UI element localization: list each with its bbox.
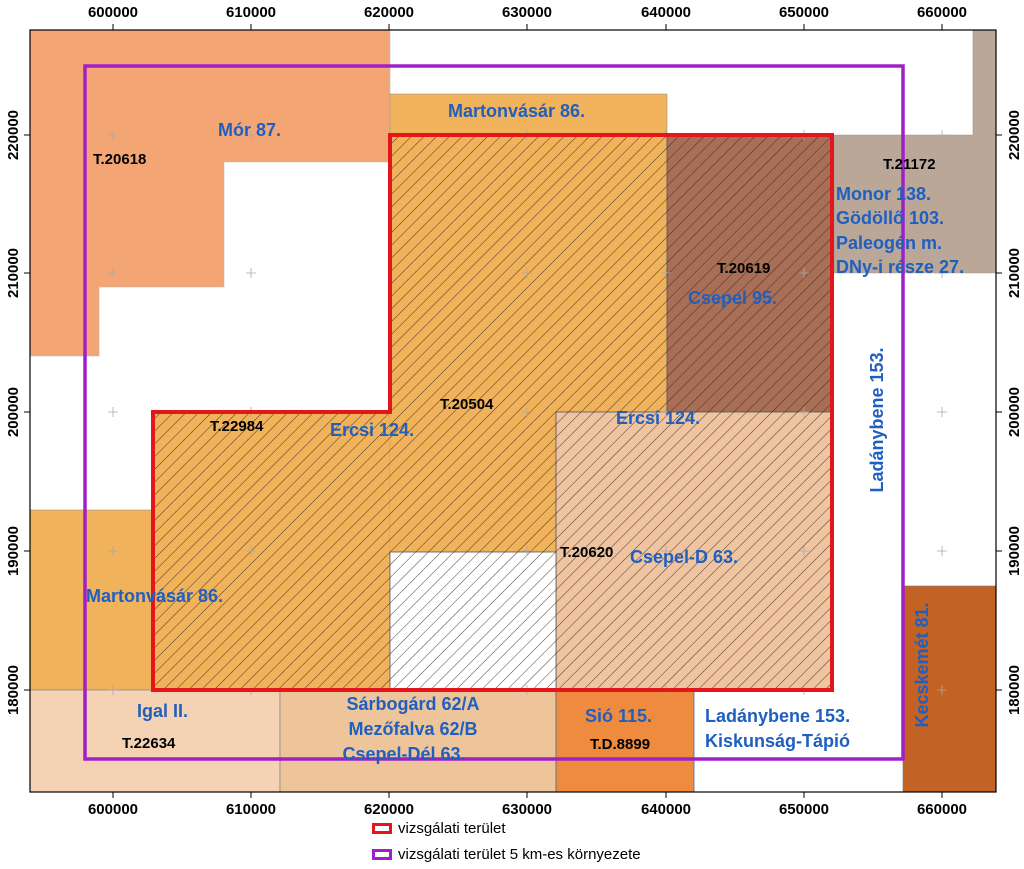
csepel-d-name: Csepel-D 63.	[630, 547, 738, 567]
sio-code: T.D.8899	[590, 736, 650, 753]
y-tick-label: 210000	[1006, 248, 1023, 298]
ercsi-west-name: Ercsi 124.	[330, 420, 414, 440]
ladanybene-bottom-line: Ladánybene 153.	[705, 706, 850, 726]
x-tick-label: 620000	[364, 801, 414, 818]
study-area-swatch	[372, 822, 392, 834]
martonvasar-bottom-block	[30, 509, 154, 691]
x-axis-bottom: 600000 610000 620000 630000 640000 65000…	[88, 801, 967, 818]
monor-name-line: Paleogén m.	[836, 233, 942, 253]
y-tick-label: 210000	[5, 248, 22, 298]
igal-block	[30, 689, 281, 792]
legend-buffer: vizsgálati terület 5 km-es környezete	[372, 844, 641, 864]
y-tick-label: 190000	[1006, 526, 1023, 576]
tick-marks	[24, 24, 1002, 798]
x-tick-label: 650000	[779, 801, 829, 818]
monor-code: T.21172	[883, 156, 936, 173]
x-tick-label: 630000	[502, 4, 552, 21]
legend-study-area: vizsgálati terület	[372, 818, 506, 838]
ercsi-west-code: T.22984	[210, 418, 264, 435]
x-tick-label: 630000	[502, 801, 552, 818]
ercsi-center-code: T.20504	[440, 396, 494, 413]
x-tick-label: 620000	[364, 4, 414, 21]
csepel-code: T.20619	[717, 260, 770, 277]
sarbogard-name-line: Csepel-Dél 63.	[342, 744, 465, 764]
y-tick-label: 180000	[1006, 665, 1023, 715]
mor-code: T.20618	[93, 151, 146, 168]
legend-study-area-label: vizsgálati terület	[398, 819, 506, 837]
y-tick-label: 220000	[5, 110, 22, 160]
ladanybene-vertical-name: Ladánybene 153.	[867, 347, 887, 492]
kecskemet-block	[902, 585, 996, 792]
x-tick-label: 640000	[641, 801, 691, 818]
ercsi-east-name: Ercsi 124.	[616, 408, 700, 428]
sarbogard-name-line: Mezőfalva 62/B	[348, 719, 477, 739]
kecskemet-name: Kecskemét 81.	[912, 602, 932, 727]
igal-code: T.22634	[122, 735, 176, 752]
mor-block	[30, 30, 391, 357]
block-labels: Mór 87. T.20618 Martonvásár 86. T.21172 …	[86, 101, 964, 764]
sarbogard-name-line: Sárbogárd 62/A	[346, 694, 479, 714]
y-tick-label: 180000	[5, 665, 22, 715]
x-tick-label: 650000	[779, 4, 829, 21]
map-frame	[29, 29, 997, 793]
csepel-name: Csepel 95.	[688, 288, 777, 308]
monor-name-line: Gödöllő 103.	[836, 208, 944, 228]
monor-name-line: DNy-i része 27.	[836, 257, 964, 277]
x-tick-label: 600000	[88, 4, 138, 21]
x-tick-label: 660000	[917, 4, 967, 21]
martonvasar-top-name: Martonvásár 86.	[448, 101, 585, 121]
buffer-swatch	[372, 848, 392, 860]
martonvasar-bottom-name: Martonvásár 86.	[86, 586, 223, 606]
study-area-outline	[151, 133, 834, 692]
ladanybene-bottom-line: Kiskunság-Tápió	[705, 731, 850, 751]
y-tick-label: 200000	[5, 387, 22, 437]
legend-buffer-label: vizsgálati terület 5 km-es környezete	[398, 845, 641, 863]
sio-block	[555, 689, 695, 792]
monor-name-line: Monor 138.	[836, 184, 931, 204]
x-tick-label: 610000	[226, 4, 276, 21]
mor-name: Mór 87.	[218, 120, 281, 140]
y-axis-right: 220000 210000 200000 190000 180000	[1006, 110, 1023, 715]
y-tick-label: 200000	[1006, 387, 1023, 437]
csepel-d-code: T.20620	[560, 544, 613, 561]
x-tick-label: 660000	[917, 801, 967, 818]
y-axis-left: 220000 210000 200000 190000 180000	[5, 110, 22, 715]
igal-name: Igal II.	[137, 701, 188, 721]
x-tick-label: 610000	[226, 801, 276, 818]
y-tick-label: 220000	[1006, 110, 1023, 160]
x-axis-top: 600000 610000 620000 630000 640000 65000…	[88, 4, 967, 21]
sio-name: Sió 115.	[585, 706, 652, 726]
x-tick-label: 600000	[88, 801, 138, 818]
buffer-zone-outline	[83, 64, 905, 761]
x-tick-label: 640000	[641, 4, 691, 21]
y-tick-label: 190000	[5, 526, 22, 576]
sarbogard-block	[279, 689, 557, 792]
